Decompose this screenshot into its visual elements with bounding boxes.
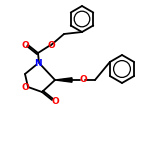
Text: O: O (79, 76, 87, 85)
Polygon shape (55, 78, 72, 82)
Text: O: O (21, 83, 29, 93)
Text: N: N (34, 59, 42, 69)
Text: O: O (51, 97, 59, 105)
Text: O: O (47, 41, 55, 50)
Text: O: O (21, 40, 29, 50)
